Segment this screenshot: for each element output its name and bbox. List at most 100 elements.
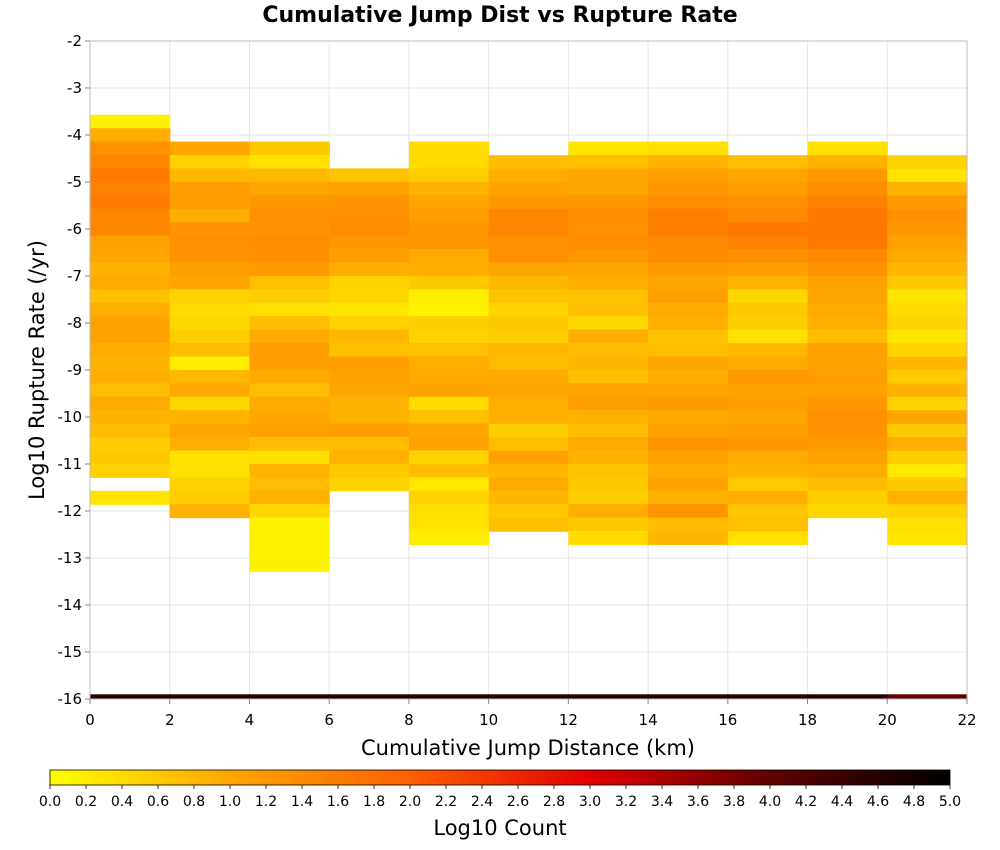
heatmap-cell <box>169 208 251 223</box>
heatmap-cell <box>648 423 729 438</box>
heatmap-cell <box>807 249 888 264</box>
heatmap-cell <box>648 235 729 250</box>
heatmap-cell <box>488 477 569 492</box>
heatmap-cell <box>169 490 251 505</box>
heatmap-cell <box>169 316 251 331</box>
x-tick-label: 2 <box>165 711 175 729</box>
heatmap-cell <box>887 410 968 425</box>
heatmap-cell <box>727 531 809 546</box>
heatmap-cell <box>568 155 649 170</box>
heatmap-cell <box>807 275 888 290</box>
heatmap-cell <box>727 168 809 183</box>
heatmap-cell <box>408 155 490 170</box>
heatmap-cell <box>90 316 171 331</box>
heatmap-cell <box>648 450 729 465</box>
heatmap-cell <box>169 141 251 156</box>
heatmap-cell <box>727 343 809 358</box>
heatmap-cell <box>169 302 251 317</box>
heatmap-cell <box>249 544 330 559</box>
heatmap-cell <box>568 504 649 519</box>
x-axis-ticks: 0 2 4 6 8 10 12 14 16 18 20 22 <box>85 699 977 729</box>
heatmap-cell <box>887 235 968 250</box>
y-tick-label: -7 <box>67 267 82 285</box>
colorbar-tick-label: 4.4 <box>831 794 853 810</box>
heatmap-cell <box>568 208 649 223</box>
heatmap-cell <box>249 289 330 304</box>
heatmap-cell <box>408 275 490 290</box>
heatmap-cell <box>90 694 171 699</box>
heatmap-cell <box>568 423 649 438</box>
y-tick-label: -5 <box>67 173 82 191</box>
colorbar-tick-label: 0.6 <box>147 794 169 810</box>
heatmap-cell <box>408 490 490 505</box>
heatmap-cell <box>727 182 809 197</box>
x-tick-label: 10 <box>479 711 498 729</box>
heatmap-cell <box>488 235 569 250</box>
heatmap-cell <box>727 423 809 438</box>
heatmap-cell <box>90 410 171 425</box>
heatmap-cell <box>887 289 968 304</box>
x-tick-label: 14 <box>639 711 658 729</box>
colorbar-tick-label: 1.4 <box>291 794 313 810</box>
heatmap-cell <box>249 342 330 358</box>
heatmap-cell <box>568 316 649 331</box>
heatmap-cell <box>408 342 490 358</box>
heatmap-cell <box>90 450 171 465</box>
heatmap-cell <box>807 222 888 237</box>
heatmap-cell <box>90 195 171 210</box>
heatmap-cell <box>408 181 490 196</box>
heatmap-cell <box>408 329 490 344</box>
heatmap-cell <box>727 155 809 170</box>
heatmap-cell <box>249 222 330 237</box>
heatmap-cell <box>169 222 251 237</box>
heatmap-cell <box>568 410 649 425</box>
heatmap-cell <box>408 316 490 331</box>
heatmap-cell <box>568 383 649 398</box>
heatmap-cell <box>488 182 569 197</box>
heatmap-cell <box>329 356 410 371</box>
heatmap-cell <box>727 490 809 505</box>
heatmap-cell <box>169 168 251 183</box>
heatmap-cell <box>727 316 809 331</box>
heatmap-cell <box>249 463 330 478</box>
colorbar-tick-label: 2.8 <box>543 794 565 810</box>
heatmap-cell <box>169 342 251 358</box>
heatmap-cell <box>90 437 171 452</box>
heatmap-cell <box>807 262 888 277</box>
colorbar <box>49 769 951 786</box>
heatmap-cell <box>648 302 729 317</box>
heatmap-cell <box>249 517 330 532</box>
heatmap-cell <box>408 396 490 411</box>
colorbar-tick-label: 2.2 <box>435 794 457 810</box>
colorbar-tick-label: 1.6 <box>327 794 349 810</box>
heatmap-cell <box>249 423 330 438</box>
heatmap-cell <box>727 504 809 519</box>
heatmap-cell <box>727 222 809 237</box>
heatmap-cell <box>488 464 569 479</box>
heatmap-cells <box>90 114 968 699</box>
heatmap-cell <box>488 423 569 438</box>
heatmap-cell <box>807 356 888 371</box>
colorbar-tick-label: 0.0 <box>39 794 61 810</box>
heatmap-cell <box>408 383 490 398</box>
heatmap-cell <box>408 410 490 425</box>
heatmap-cell <box>568 369 649 384</box>
heatmap-cell <box>648 504 729 519</box>
heatmap-cell <box>169 181 251 196</box>
colorbar-tick-label: 4.8 <box>903 794 925 810</box>
heatmap-cell <box>568 235 649 250</box>
heatmap-cell <box>90 208 171 223</box>
heatmap-cell <box>887 370 968 385</box>
heatmap-cell <box>249 356 330 371</box>
heatmap-cell <box>648 249 729 264</box>
heatmap-cell <box>408 504 490 519</box>
heatmap-cell <box>807 195 888 210</box>
heatmap-cell <box>488 329 569 344</box>
heatmap-cell <box>329 342 410 357</box>
heatmap-cell <box>329 235 410 250</box>
heatmap-cell <box>727 249 809 264</box>
heatmap-cell <box>90 114 171 129</box>
heatmap-cell <box>887 694 968 699</box>
heatmap-cell <box>90 275 171 290</box>
heatmap-cell <box>648 141 729 156</box>
